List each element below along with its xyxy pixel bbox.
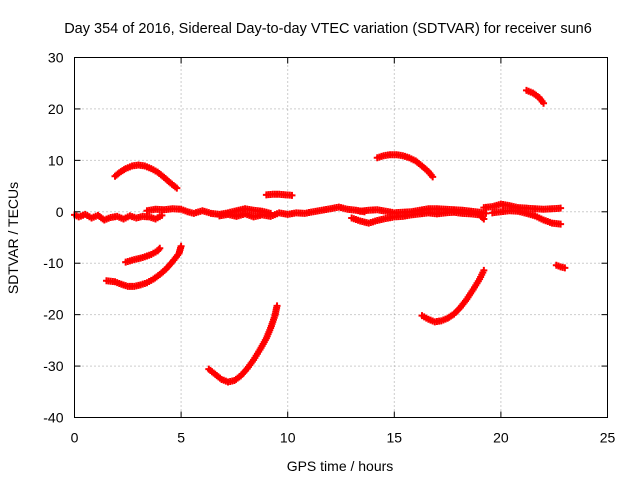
axis-ticks: 0 5 10 15 20 25 -40 -30 -20 -10 0 10 20 30 [43, 50, 615, 446]
grid [74, 57, 608, 418]
chart-title: Day 354 of 2016, Sidereal Day-to-day VTE… [64, 21, 592, 37]
y-tick-label: -10 [43, 255, 63, 271]
series-arc-morning-low [102, 242, 185, 290]
series-baseline-f [480, 200, 565, 213]
x-tick-label: 25 [600, 430, 616, 446]
series-baseline-c [215, 203, 368, 221]
y-tick-label: -20 [43, 307, 63, 323]
data-markers [71, 86, 569, 386]
data-point [288, 191, 296, 199]
y-tick-label: -30 [43, 358, 63, 374]
y-tick-label: 0 [56, 204, 64, 220]
y-tick-label: -40 [43, 410, 63, 426]
y-axis-label: SDTVAR / TECUs [5, 182, 21, 294]
series-arc-midday-high [373, 151, 437, 181]
x-tick-label: 15 [387, 430, 403, 446]
series-arc-morning-high [111, 161, 181, 192]
data-point [480, 215, 488, 223]
series-baseline-g [488, 207, 565, 228]
series-arc-deep [205, 302, 281, 386]
series-baseline-a [71, 210, 166, 224]
plot-frame [74, 57, 608, 418]
x-tick-label: 20 [493, 430, 509, 446]
data-point [155, 246, 163, 254]
data-point [561, 264, 569, 272]
data-point [156, 244, 164, 252]
data-point [429, 173, 437, 181]
x-tick-label: 0 [71, 430, 79, 446]
data-point [173, 184, 181, 192]
series-evening-low-dash [552, 261, 569, 272]
series-baseline-e [356, 205, 490, 217]
x-axis-label: GPS time / hours [287, 458, 394, 474]
series-arc-morning-mid [122, 244, 164, 266]
data-point [557, 204, 565, 212]
data-point [540, 99, 548, 107]
series-short-segment [262, 190, 296, 199]
y-tick-label: 20 [48, 101, 64, 117]
x-tick-label: 10 [280, 430, 296, 446]
y-tick-label: 10 [48, 152, 64, 168]
data-point [557, 220, 565, 228]
y-tick-label: 30 [48, 50, 64, 66]
x-tick-label: 5 [177, 430, 185, 446]
data-point [273, 302, 281, 310]
data-point [480, 266, 488, 274]
series-arc-afternoon-low [418, 266, 488, 326]
series-arc-evening-high [522, 86, 548, 107]
data-point [482, 209, 490, 217]
data-point [177, 242, 185, 250]
